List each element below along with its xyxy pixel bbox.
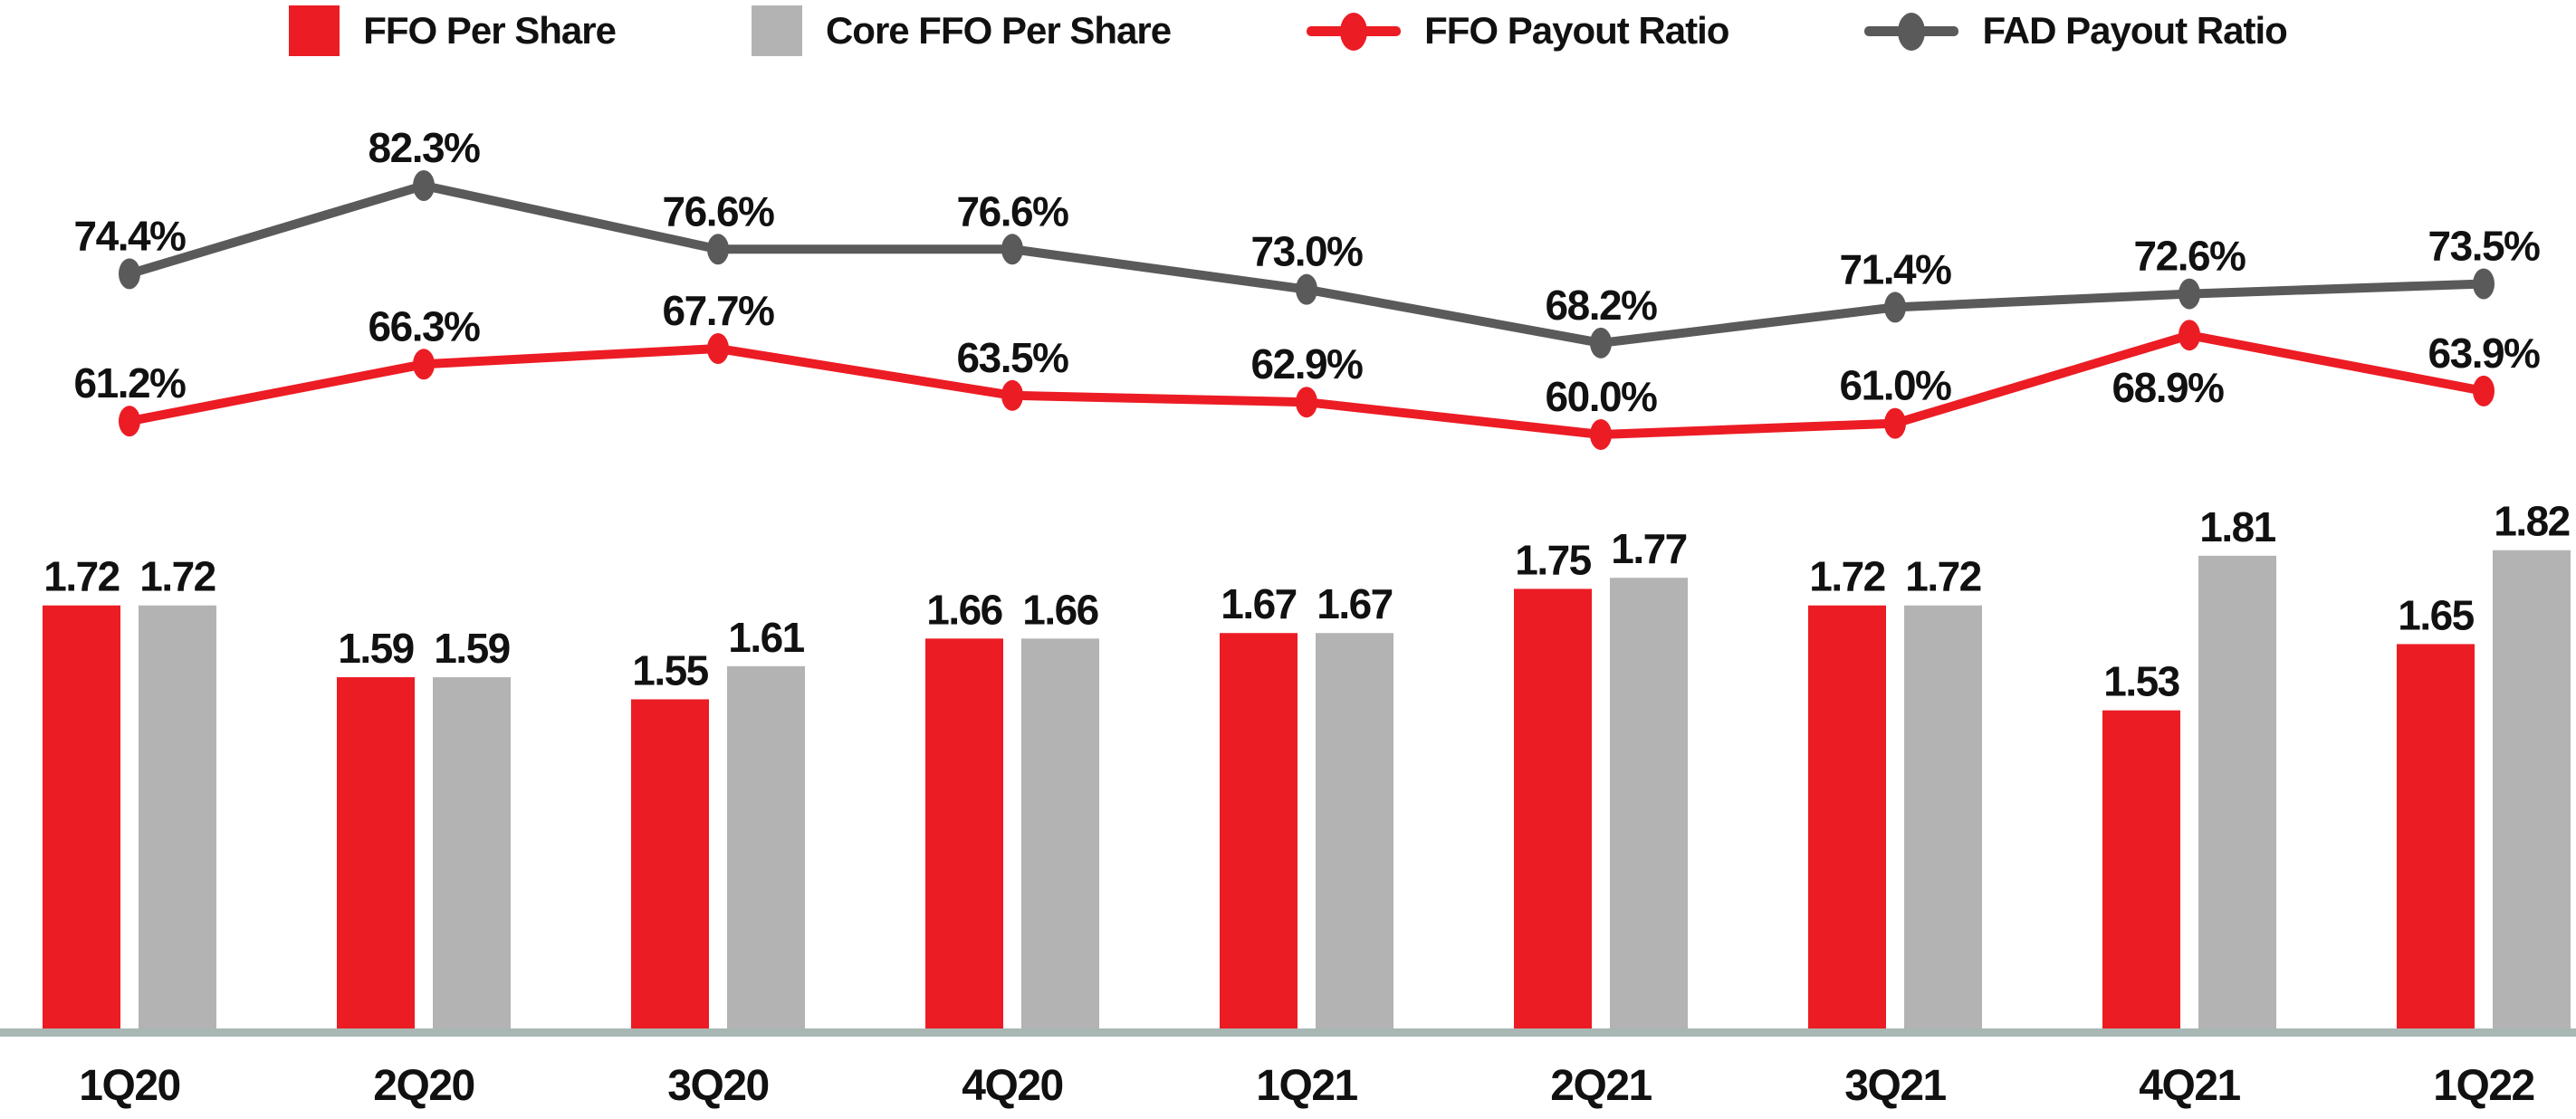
line-marker [1590,418,1612,450]
line-value-label: 72.6% [2134,233,2246,280]
x-axis-label: 2Q20 [373,1062,474,1110]
line-value-label: 71.4% [1840,245,1952,292]
legend-item-core-ffo-per-share: Core FFO Per Share [751,5,1172,56]
line-value-label: 63.5% [957,334,1069,381]
line-value-label: 60.0% [1546,373,1658,420]
line-marker [413,170,435,201]
bar-value-label: 1.65 [2398,591,2474,638]
bar-value-label: 1.53 [2103,658,2179,705]
bar [1904,605,1982,1028]
x-axis-line [0,1028,2576,1037]
line-value-label: 61.2% [74,359,187,406]
legend-item-fad-payout-ratio: FAD Payout Ratio [1864,5,2288,56]
bar-value-label: 1.72 [1905,553,1981,600]
bar-value-label: 1.72 [43,553,120,600]
line-value-label: 61.0% [1840,362,1952,409]
line-value-label: 68.2% [1546,282,1658,329]
line-marker [1001,234,1023,265]
ffo-payout-line-marker-icon [1307,5,1402,56]
bar [925,638,1003,1028]
bar-value-label: 1.66 [1022,586,1098,633]
legend-label: FAD Payout Ratio [1982,9,2287,52]
bar-value-label: 1.75 [1515,536,1591,583]
bar [2397,644,2475,1028]
line-marker [1001,379,1023,411]
bar [2198,555,2276,1028]
bar [43,605,120,1028]
bar-value-label: 1.81 [2199,503,2275,550]
line-marker [707,333,729,365]
line-value-label: 66.3% [369,302,481,349]
legend-label: FFO Payout Ratio [1424,9,1729,52]
bar-value-label: 1.82 [2494,498,2570,545]
line-marker [2473,268,2495,300]
bar [2102,710,2180,1028]
bar [1220,633,1298,1028]
x-axis-label: 4Q20 [962,1062,1062,1110]
bar [727,665,805,1028]
x-axis-label: 2Q21 [1550,1062,1652,1110]
bar [1021,638,1099,1028]
line-value-label: 76.6% [957,187,1069,234]
legend-label: Core FFO Per Share [825,9,1172,52]
bar [1808,605,1886,1028]
bar-value-label: 1.77 [1611,525,1687,572]
line-value-label: 68.9% [2112,364,2225,411]
x-axis-label: 1Q22 [2433,1062,2533,1110]
bar-value-label: 1.67 [1221,580,1297,627]
x-axis-label: 1Q21 [1256,1062,1357,1110]
line-value-label: 73.0% [1251,228,1364,275]
ffo-per-share-swatch-icon [289,5,340,56]
x-axis-label: 1Q20 [79,1062,179,1110]
bar [2493,550,2571,1028]
bar [433,677,511,1028]
line-marker [2473,375,2495,406]
line-marker [119,258,140,290]
line-marker [707,234,729,265]
line-marker [1884,407,1906,439]
line-value-label: 73.5% [2428,223,2541,270]
bar-value-label: 1.67 [1317,580,1393,627]
x-axis-label: 3Q20 [667,1062,768,1110]
bar-value-label: 1.61 [728,614,804,661]
bar [1514,588,1592,1028]
line-marker [1884,292,1906,323]
bar-value-label: 1.59 [338,625,414,672]
legend-item-ffo-per-share: FFO Per Share [289,5,617,56]
line-marker [1590,327,1612,359]
legend-item-ffo-payout-ratio: FFO Payout Ratio [1307,5,1729,56]
bar [1610,578,1688,1028]
bar [1316,633,1393,1028]
line-marker [1296,387,1317,418]
bar [631,699,709,1028]
line-marker [1296,273,1317,305]
line-value-label: 63.9% [2428,330,2541,377]
line-marker [2179,278,2200,310]
line-marker [413,349,435,380]
line-value-label: 82.3% [369,124,481,171]
bar-value-label: 1.72 [139,553,215,600]
line-value-label: 67.7% [663,287,775,334]
bar [337,677,415,1028]
line-marker [2179,320,2200,351]
line-marker [119,406,140,437]
x-axis-label: 4Q21 [2139,1062,2240,1110]
core-ffo-per-share-swatch-icon [751,5,802,56]
chart-legend: FFO Per Share Core FFO Per Share FFO Pay… [0,0,2576,56]
bar-value-label: 1.66 [926,586,1002,633]
x-axis-label: 3Q21 [1844,1062,1946,1110]
bar-value-label: 1.72 [1809,553,1885,600]
bar-value-label: 1.55 [632,646,708,693]
line-value-label: 62.9% [1251,340,1364,387]
line-value-label: 74.4% [74,212,187,259]
bar-value-label: 1.59 [434,625,510,672]
legend-label: FFO Per Share [363,9,617,52]
fad-payout-line-marker-icon [1864,5,1959,56]
bar [139,605,216,1028]
line-value-label: 76.6% [663,187,775,234]
